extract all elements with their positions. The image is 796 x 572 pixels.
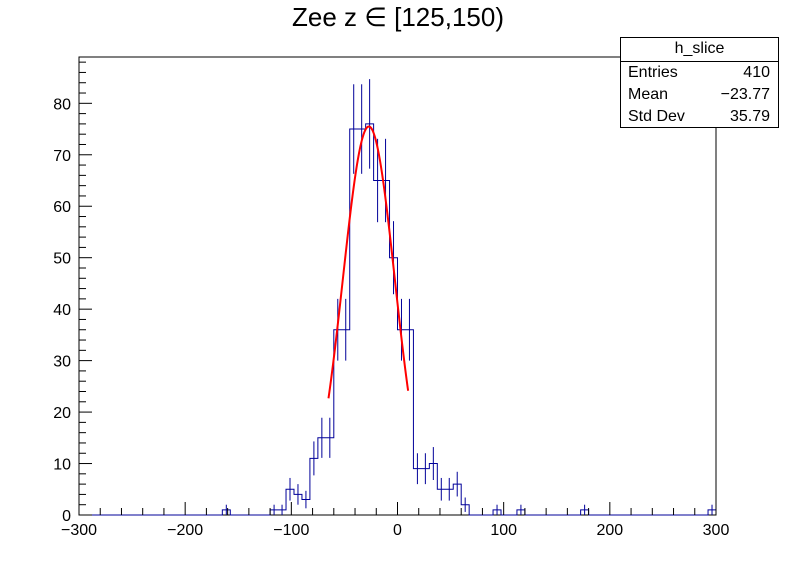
- y-axis: 0 10 20 30 40 50 60 70 80: [53, 61, 92, 525]
- x-tick-label: 0: [393, 522, 402, 539]
- stats-row-entries: Entries 410: [621, 62, 778, 84]
- y-tick-label: 10: [53, 457, 71, 474]
- stats-stddev-value: 35.79: [729, 108, 770, 125]
- x-tick-label: 100: [490, 522, 517, 539]
- histogram-group: [79, 123, 716, 516]
- y-tick-label: 0: [62, 508, 71, 525]
- x-axis: −300 −200 −100 0 100 200 300: [61, 502, 729, 539]
- error-bars-group: [225, 79, 713, 515]
- stats-row-mean: Mean −23.77: [621, 84, 778, 106]
- y-tick-label: 40: [53, 302, 71, 319]
- stats-mean-value: −23.77: [720, 86, 770, 103]
- y-tick-label: 30: [53, 354, 71, 371]
- x-tick-label: 200: [596, 522, 623, 539]
- stats-row-stddev: Std Dev 35.79: [621, 106, 778, 128]
- y-tick-label: 70: [53, 148, 71, 165]
- y-tick-label: 80: [53, 96, 71, 113]
- histogram-outline: [79, 123, 716, 516]
- stats-box-title: h_slice: [621, 38, 778, 62]
- chart-title: Zee z ∈ [125,150): [292, 2, 504, 32]
- y-tick-label: 60: [53, 199, 71, 216]
- y-tick-label: 50: [53, 251, 71, 268]
- x-tick-label: 300: [703, 522, 730, 539]
- y-tick-label: 20: [53, 405, 71, 422]
- stats-entries-label: Entries: [628, 64, 678, 81]
- stats-stddev-label: Std Dev: [628, 108, 685, 125]
- x-tick-label: −100: [273, 522, 309, 539]
- stats-entries-value: 410: [743, 64, 770, 81]
- gaussian-fit-curve: [327, 125, 410, 399]
- x-tick-label: −300: [61, 522, 97, 539]
- stats-mean-label: Mean: [628, 86, 669, 103]
- x-tick-label: −200: [167, 522, 203, 539]
- fit-curve-group: [327, 125, 410, 399]
- stats-box: h_slice Entries 410 Mean −23.77 Std Dev …: [620, 37, 779, 128]
